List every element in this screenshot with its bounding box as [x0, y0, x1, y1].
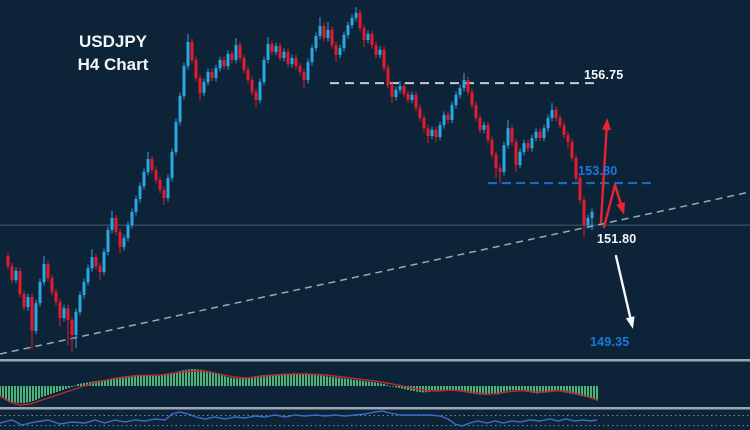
bullish-arrow [599, 118, 612, 224]
title-timeframe: H4 Chart [77, 55, 149, 74]
ascending-trendline [0, 191, 750, 355]
swing-low-label: 151.80 [597, 232, 637, 246]
support-label: 153.80 [578, 164, 618, 178]
panel-separator-2 [0, 407, 750, 410]
oscillator-line [0, 410, 598, 427]
candles-layer [6, 7, 594, 352]
target-label: 149.35 [590, 335, 630, 349]
retest-arrow [602, 183, 625, 229]
macd-signal-line [0, 370, 599, 406]
resistance-label: 156.75 [584, 68, 624, 82]
oscillator-panel [0, 410, 750, 427]
macd-panel [0, 369, 599, 406]
panel-separator-1 [0, 359, 750, 362]
annotation-arrows [599, 118, 635, 329]
chart-title: USDJPY H4 Chart [58, 30, 168, 76]
title-symbol: USDJPY [78, 32, 148, 51]
bearish-target-arrow [614, 254, 635, 329]
